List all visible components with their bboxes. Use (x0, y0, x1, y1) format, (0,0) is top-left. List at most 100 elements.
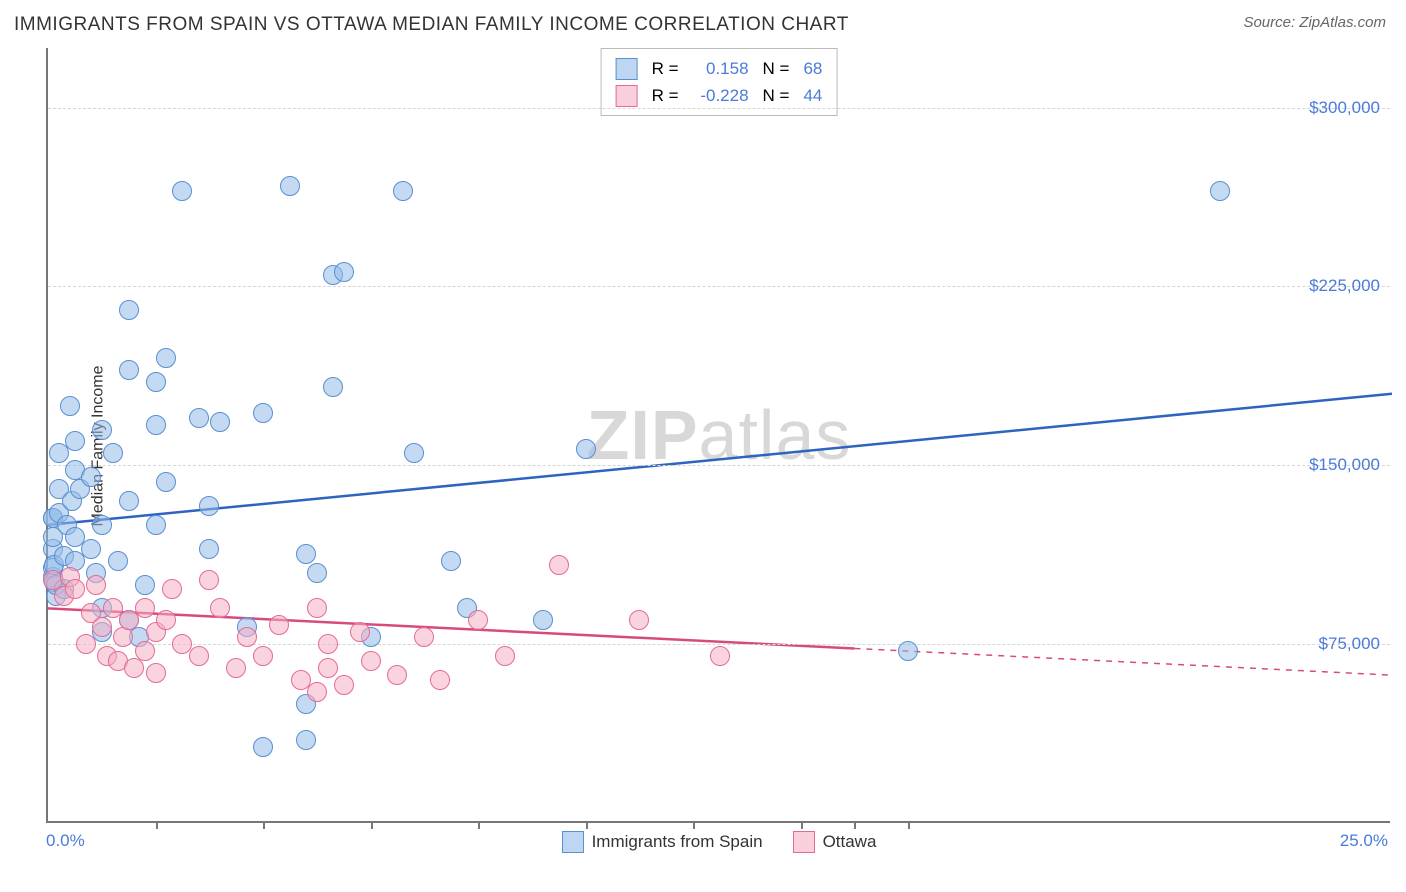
data-point (189, 646, 209, 666)
data-point (495, 646, 515, 666)
data-point (108, 551, 128, 571)
data-point (199, 570, 219, 590)
correlation-legend: R = 0.158 N = 68 R = -0.228 N = 44 (601, 48, 838, 116)
data-point (350, 622, 370, 642)
r-label: R = (652, 55, 679, 82)
data-point (146, 515, 166, 535)
y-tick-label: $75,000 (1319, 634, 1380, 654)
data-point (318, 634, 338, 654)
data-point (253, 737, 273, 757)
n-value-spain: 68 (803, 55, 822, 82)
data-point (576, 439, 596, 459)
x-minor-tick (156, 821, 158, 829)
y-tick-label: $150,000 (1309, 455, 1380, 475)
data-point (81, 467, 101, 487)
data-point (387, 665, 407, 685)
data-point (334, 675, 354, 695)
y-tick-label: $225,000 (1309, 276, 1380, 296)
data-point (60, 396, 80, 416)
data-point (135, 575, 155, 595)
x-minor-tick (801, 821, 803, 829)
data-point (269, 615, 289, 635)
data-point (92, 420, 112, 440)
data-point (199, 496, 219, 516)
data-point (307, 682, 327, 702)
correlation-row-ottawa: R = -0.228 N = 44 (616, 82, 823, 109)
data-point (156, 348, 176, 368)
data-point (103, 443, 123, 463)
data-point (318, 658, 338, 678)
swatch-icon (793, 831, 815, 853)
data-point (253, 646, 273, 666)
data-point (210, 412, 230, 432)
legend-item-ottawa: Ottawa (793, 831, 877, 853)
data-point (307, 598, 327, 618)
n-label: N = (763, 82, 790, 109)
x-minor-tick (693, 821, 695, 829)
watermark-atlas: atlas (699, 396, 852, 474)
data-point (199, 539, 219, 559)
data-point (280, 176, 300, 196)
chart-container: IMMIGRANTS FROM SPAIN VS OTTAWA MEDIAN F… (0, 0, 1406, 892)
trend-lines (48, 48, 1392, 823)
x-tick-label: 0.0% (46, 831, 85, 851)
data-point (549, 555, 569, 575)
swatch-icon (616, 58, 638, 80)
x-minor-tick (586, 821, 588, 829)
data-point (296, 544, 316, 564)
data-point (533, 610, 553, 630)
data-point (156, 472, 176, 492)
data-point (119, 491, 139, 511)
data-point (119, 300, 139, 320)
n-label: N = (763, 55, 790, 82)
data-point (81, 539, 101, 559)
data-point (1210, 181, 1230, 201)
legend-label-spain: Immigrants from Spain (592, 832, 763, 852)
data-point (65, 579, 85, 599)
data-point (361, 651, 381, 671)
data-point (146, 372, 166, 392)
r-value-ottawa: -0.228 (693, 82, 749, 109)
chart-title: IMMIGRANTS FROM SPAIN VS OTTAWA MEDIAN F… (14, 14, 849, 36)
data-point (172, 181, 192, 201)
r-label: R = (652, 82, 679, 109)
data-point (296, 730, 316, 750)
data-point (226, 658, 246, 678)
data-point (629, 610, 649, 630)
data-point (156, 610, 176, 630)
data-point (307, 563, 327, 583)
correlation-row-spain: R = 0.158 N = 68 (616, 55, 823, 82)
n-value-ottawa: 44 (803, 82, 822, 109)
data-point (135, 598, 155, 618)
x-minor-tick (908, 821, 910, 829)
x-minor-tick (478, 821, 480, 829)
data-point (162, 579, 182, 599)
watermark-zip: ZIP (587, 396, 699, 474)
data-point (468, 610, 488, 630)
gridline (48, 286, 1390, 287)
data-point (210, 598, 230, 618)
watermark: ZIPatlas (587, 395, 852, 475)
data-point (323, 377, 343, 397)
swatch-icon (616, 85, 638, 107)
data-point (253, 403, 273, 423)
gridline (48, 108, 1390, 109)
data-point (65, 431, 85, 451)
x-tick-label: 25.0% (1340, 831, 1388, 851)
data-point (898, 641, 918, 661)
legend-label-ottawa: Ottawa (823, 832, 877, 852)
data-point (76, 634, 96, 654)
data-point (146, 415, 166, 435)
swatch-icon (562, 831, 584, 853)
data-point (334, 262, 354, 282)
data-point (710, 646, 730, 666)
chart-source: Source: ZipAtlas.com (1243, 14, 1386, 31)
x-minor-tick (263, 821, 265, 829)
r-value-spain: 0.158 (693, 55, 749, 82)
data-point (124, 658, 144, 678)
data-point (430, 670, 450, 690)
data-point (86, 575, 106, 595)
data-point (404, 443, 424, 463)
data-point (135, 641, 155, 661)
data-point (393, 181, 413, 201)
